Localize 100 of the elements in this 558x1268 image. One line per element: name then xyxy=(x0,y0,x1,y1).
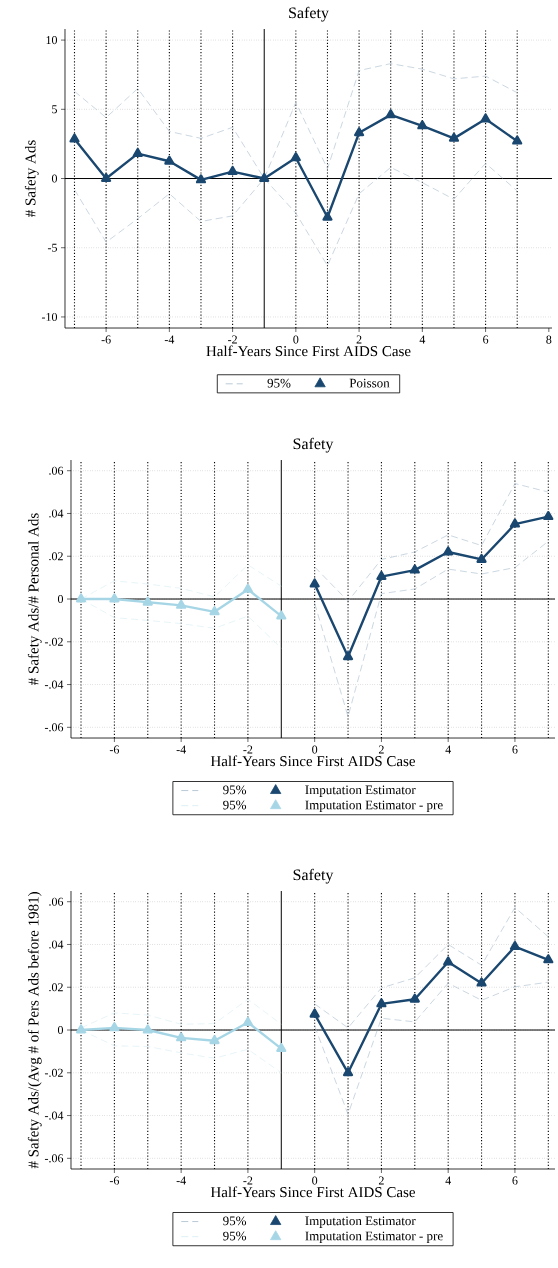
x-tick-label: -6 xyxy=(101,335,111,344)
x-tick-label: 0 xyxy=(312,745,318,754)
y-tick-label: .02 xyxy=(49,552,63,561)
point xyxy=(376,998,387,1008)
x-axis-title: Half-Years Since First AIDS Case xyxy=(210,1186,416,1198)
x-tick-label: -2 xyxy=(243,745,253,754)
y-tick-label: 0 xyxy=(57,594,64,604)
legend-label: Imputation Estimator xyxy=(305,1216,416,1228)
line-series xyxy=(314,907,549,1029)
legend-label: 95% xyxy=(223,1216,247,1226)
y-tick-label: 0 xyxy=(57,1025,64,1035)
point xyxy=(443,546,454,556)
point xyxy=(176,1032,187,1042)
y-tick-label: .06 xyxy=(49,897,64,906)
chart-title: Safety xyxy=(293,868,334,884)
legend-label: Poisson xyxy=(349,378,390,388)
point xyxy=(276,610,287,620)
x-tick-label: 4 xyxy=(419,335,426,344)
point xyxy=(69,133,80,143)
point xyxy=(132,147,143,158)
point xyxy=(322,211,333,221)
y-axis-title: # Safety Ads/# Personal Ads xyxy=(27,513,42,685)
point xyxy=(480,113,491,123)
y-tick-label: 0 xyxy=(51,174,58,183)
y-tick-label: .02 xyxy=(49,983,63,992)
x-tick-label: -4 xyxy=(176,745,186,754)
x-tick-label: 2 xyxy=(378,1176,384,1185)
point xyxy=(309,578,320,588)
point xyxy=(209,1035,220,1045)
point xyxy=(276,1042,287,1053)
point xyxy=(385,109,396,119)
x-tick-label: 0 xyxy=(293,335,299,344)
x-tick-label: -6 xyxy=(109,1176,120,1185)
point xyxy=(242,583,253,593)
x-tick-label: 2 xyxy=(356,335,362,344)
point xyxy=(290,152,301,162)
y-tick-label: -.06 xyxy=(44,1154,64,1163)
point xyxy=(376,570,387,581)
x-tick-label: -2 xyxy=(243,1176,253,1185)
legend-label: 95% xyxy=(223,785,247,795)
x-tick-label: 4 xyxy=(445,1176,451,1185)
point xyxy=(543,511,554,521)
x-tick-label: -2 xyxy=(228,335,237,344)
point xyxy=(101,172,112,182)
point xyxy=(509,940,521,951)
y-tick-label: -10 xyxy=(41,312,58,321)
y-tick-label: .06 xyxy=(49,466,64,475)
chart-title: Safety xyxy=(289,6,329,22)
x-tick-label: 4 xyxy=(445,745,451,754)
point xyxy=(209,606,220,616)
point xyxy=(443,956,454,966)
point xyxy=(176,599,187,609)
point xyxy=(242,1016,253,1026)
point xyxy=(75,593,87,603)
point xyxy=(142,1024,153,1034)
x-tick-label: -6 xyxy=(109,745,120,754)
y-tick-label: -.04 xyxy=(44,1111,64,1120)
point xyxy=(417,120,428,130)
point xyxy=(476,977,487,987)
line-series xyxy=(314,981,549,1115)
point xyxy=(512,135,523,145)
x-tick-label: 8 xyxy=(546,335,552,344)
y-tick-label: .04 xyxy=(49,940,64,949)
x-tick-label: 0 xyxy=(312,1176,318,1185)
x-tick-label: 6 xyxy=(483,335,489,344)
legend-label: Imputation Estimator - pre xyxy=(305,800,443,813)
point xyxy=(409,564,420,574)
point xyxy=(354,127,365,137)
x-axis-title: Half-Years Since First AIDS Case xyxy=(206,345,411,357)
point xyxy=(227,165,238,176)
x-tick-label: 2 xyxy=(378,745,384,754)
point xyxy=(448,132,460,142)
point xyxy=(509,518,521,528)
x-tick-label: 6 xyxy=(512,745,518,754)
point xyxy=(476,553,487,563)
legend-label: 95% xyxy=(223,1231,247,1241)
point xyxy=(142,596,153,606)
line-series xyxy=(314,483,549,602)
point xyxy=(543,954,554,964)
legend-label: Imputation Estimator - pre xyxy=(305,1231,443,1244)
legend-label: Imputation Estimator xyxy=(305,785,416,797)
x-tick-label: 6 xyxy=(512,1176,518,1185)
x-axis-title: Half-Years Since First AIDS Case xyxy=(210,755,416,767)
line-series xyxy=(314,540,549,717)
point xyxy=(342,1067,354,1077)
y-tick-label: -.02 xyxy=(44,1068,63,1077)
x-tick-label: -4 xyxy=(164,335,175,344)
chart-title: Safety xyxy=(293,437,334,453)
x-tick-label: -4 xyxy=(176,1176,186,1185)
y-axis-title: # Safety Ads/(Avg # of Pers Ads before 1981) xyxy=(27,892,42,1169)
point xyxy=(259,172,270,182)
point xyxy=(75,1024,87,1034)
y-axis-title: # Safety Ads xyxy=(24,140,39,217)
point xyxy=(309,1008,320,1018)
y-tick-label: -.02 xyxy=(44,637,63,646)
y-tick-label: -5 xyxy=(47,243,58,252)
line-series xyxy=(74,162,518,267)
legend-label: 95% xyxy=(267,378,291,388)
point xyxy=(109,593,120,603)
y-tick-label: 5 xyxy=(52,105,58,114)
